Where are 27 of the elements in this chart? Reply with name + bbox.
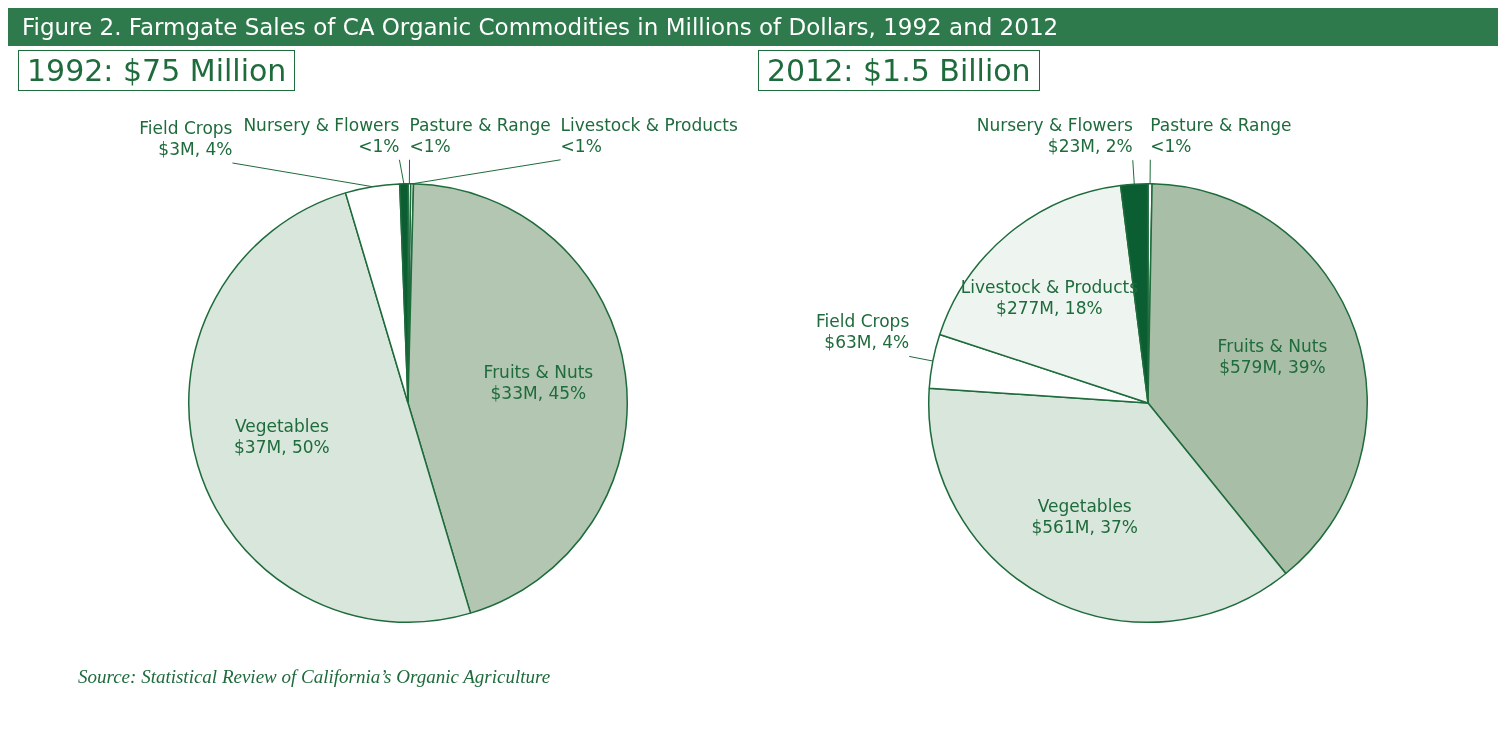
slice-label: Fruits & Nuts xyxy=(483,361,594,382)
slice-label: Livestock & Products xyxy=(560,114,739,135)
slice-label: Nursery & Flowers xyxy=(976,115,1133,136)
data-label: $63M, 4% xyxy=(824,332,910,353)
data-label: $579M, 39% xyxy=(1219,357,1326,378)
chart-subtitle: 1992: $75 Million xyxy=(18,50,296,91)
slice-label: Vegetables xyxy=(1037,495,1132,516)
slice-label: Fruits & Nuts xyxy=(1217,336,1328,357)
source-note: Source: Statistical Review of California’s Organic Agriculture xyxy=(77,666,552,688)
data-label: <1% xyxy=(1150,135,1192,156)
chart-subtitle: 2012: $1.5 Billion xyxy=(758,50,1040,91)
slice-label: Pasture & Range xyxy=(409,114,551,135)
data-label: $3M, 4% xyxy=(158,138,233,159)
slice-label: Vegetables xyxy=(234,416,330,437)
slice-label: Pasture & Range xyxy=(1150,114,1292,135)
data-label: <1% xyxy=(358,135,400,156)
slice-label: Nursery & Flowers xyxy=(243,114,400,135)
slice-label: Field Crops xyxy=(816,311,910,332)
slice-label: Field Crops xyxy=(139,117,233,138)
data-label: $37M, 50% xyxy=(234,437,330,458)
data-label: $23M, 2% xyxy=(1047,136,1133,157)
data-label: $561M, 37% xyxy=(1031,516,1138,537)
chart-title: Figure 2. Farmgate Sales of CA Organic Commodities in Millions of Dollars, 1992 and 2012 xyxy=(8,8,1498,46)
data-label: <1% xyxy=(560,135,602,156)
data-label: $33M, 45% xyxy=(490,382,587,403)
data-label: <1% xyxy=(409,135,451,156)
data-label: $277M, 18% xyxy=(996,298,1103,319)
